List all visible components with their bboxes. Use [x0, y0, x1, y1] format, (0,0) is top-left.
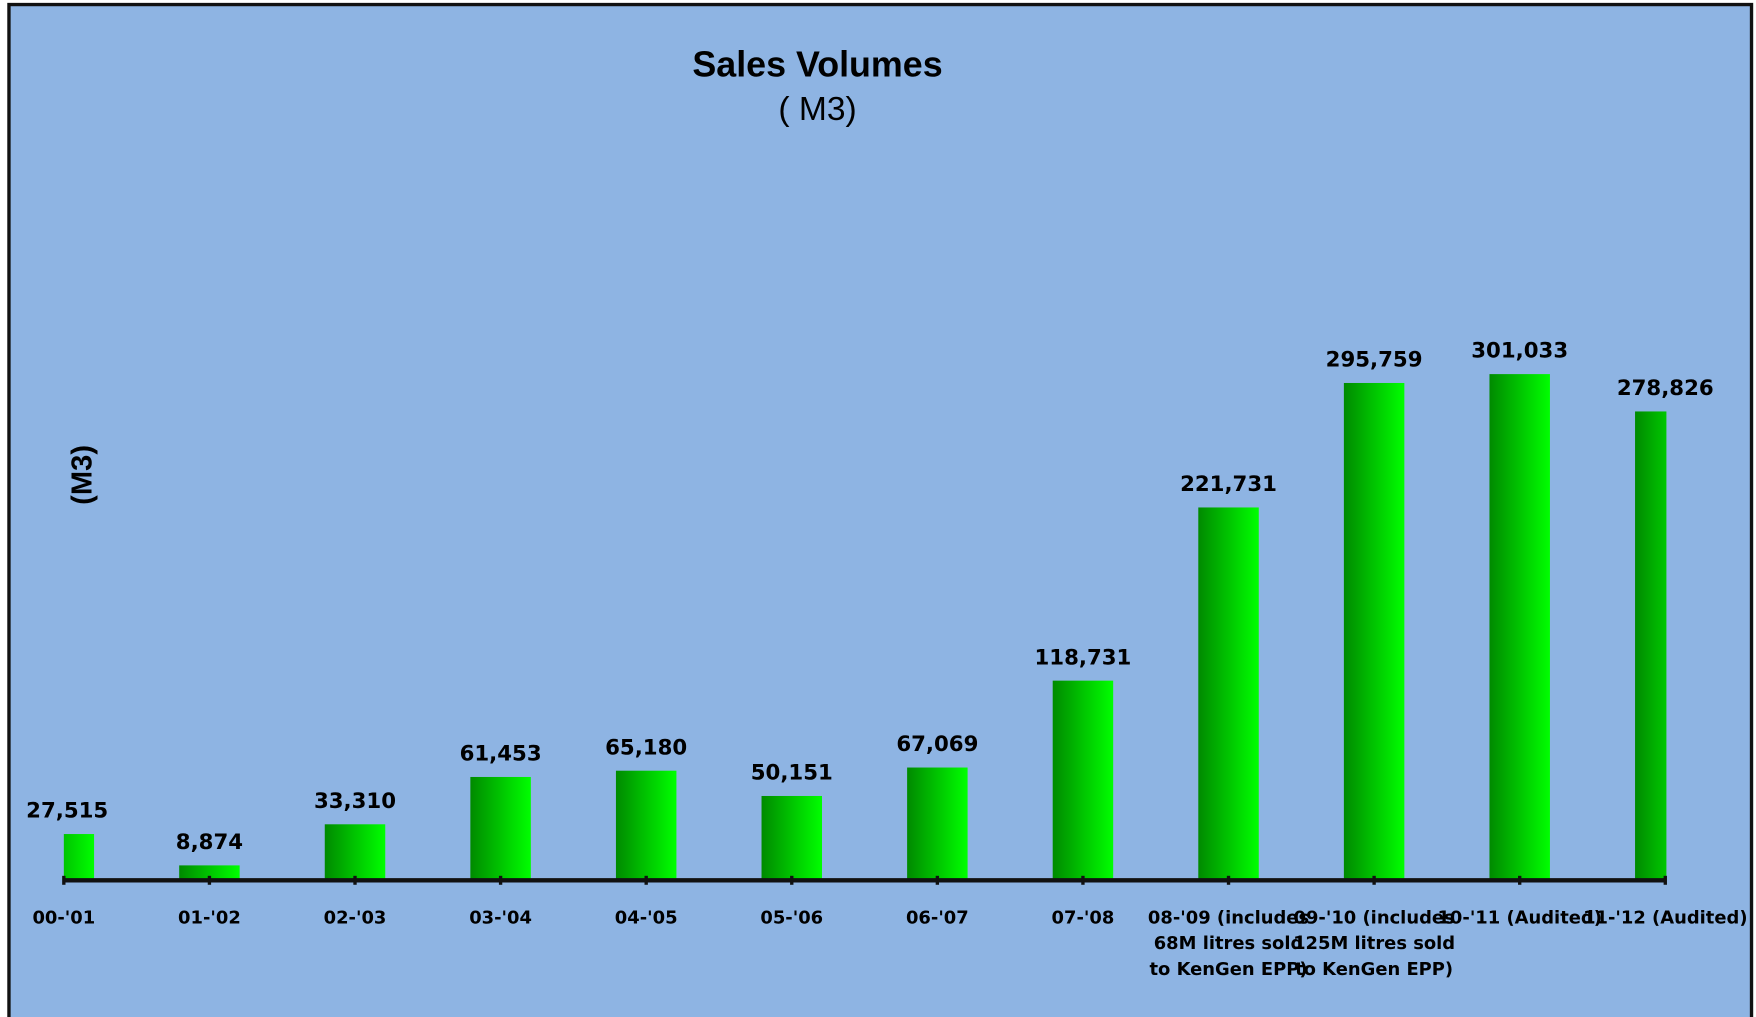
value-label: 27,515 — [26, 799, 108, 824]
x-tick-label: 05-'06 — [760, 907, 823, 928]
x-tick-label: 07-'08 — [1052, 907, 1115, 928]
bar — [615, 770, 677, 881]
x-tick-label: 11-'12 (Audited) — [1583, 907, 1747, 928]
value-label: 295,759 — [1326, 348, 1423, 373]
bar — [761, 795, 823, 881]
x-tick-label: 10-'11 (Audited) — [1437, 907, 1601, 928]
value-label: 65,180 — [605, 735, 687, 760]
background — [7, 2, 1754, 1017]
chart-title: Sales Volumes — [692, 45, 942, 85]
x-tick-label: 04-'05 — [615, 907, 678, 928]
value-label: 33,310 — [314, 789, 396, 814]
value-label: 8,874 — [176, 830, 243, 855]
x-tick-label: 09-'10 (includes 125M litres sold to KenGe… — [1293, 907, 1455, 980]
y-axis-label: (M3) — [67, 445, 99, 505]
bar — [1052, 680, 1114, 881]
x-tick-label: 02-'03 — [324, 907, 387, 928]
bar — [1635, 411, 1667, 881]
value-label: 67,069 — [896, 732, 978, 757]
value-label: 61,453 — [460, 742, 542, 767]
x-tick-label: 01-'02 — [178, 907, 241, 928]
bar — [907, 767, 968, 881]
value-label: 221,731 — [1180, 472, 1277, 497]
x-tick-label: 00-'01 — [32, 907, 95, 928]
x-tick-label: 08-'09 (includes 68M litres sold to KenGen… — [1148, 907, 1309, 980]
value-label: 301,033 — [1471, 339, 1568, 364]
value-label: 118,731 — [1035, 645, 1132, 670]
x-tick-label: 06-'07 — [906, 907, 969, 928]
bars — [63, 374, 1667, 881]
bar — [1343, 382, 1405, 881]
value-label: 50,151 — [751, 761, 833, 786]
bar — [470, 776, 531, 881]
x-tick-label: 03-'04 — [469, 907, 532, 928]
chart-subtitle: ( M3) — [778, 91, 856, 128]
bar — [63, 834, 95, 881]
bar — [179, 865, 240, 881]
bar — [1198, 507, 1259, 881]
bar — [1489, 374, 1550, 881]
value-label: 278,826 — [1617, 376, 1714, 401]
bar — [324, 824, 386, 881]
